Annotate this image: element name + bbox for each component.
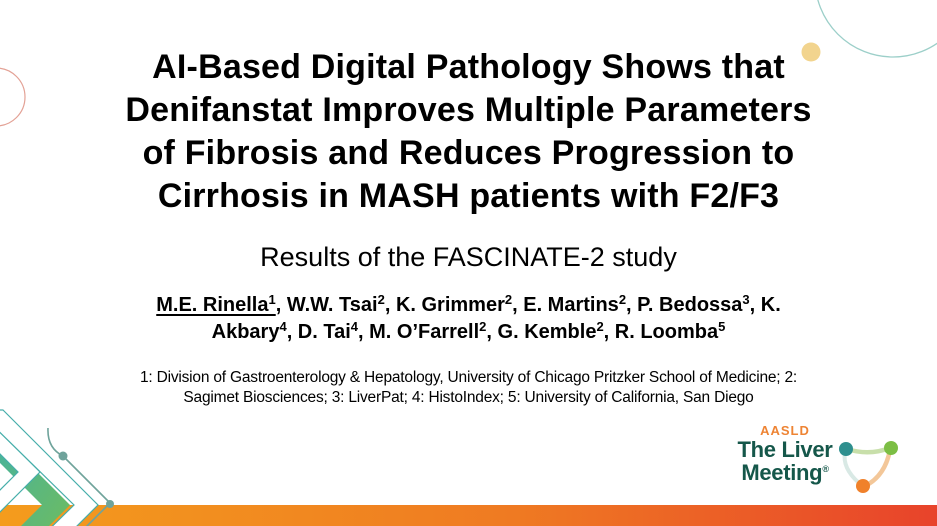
aasld-wordmark: AASLD bbox=[760, 423, 810, 438]
title-line-2: Denifanstat Improves Multiple Parameters bbox=[125, 91, 812, 129]
logo-dot-green bbox=[884, 441, 898, 455]
circuit-node-dot bbox=[58, 451, 68, 461]
title-line-3: of Fibrosis and Reduces Progression to bbox=[142, 134, 795, 172]
aasld-logo: AASLD The Liver Meeting® bbox=[720, 424, 850, 489]
presenting-author: M.E. Rinella1 bbox=[156, 292, 276, 316]
author-list: M.E. Rinella1, W.W. Tsai2, K. Grimmer2, … bbox=[0, 292, 937, 346]
title-line-4: Cirrhosis in MASH patients with F2/F3 bbox=[157, 177, 780, 215]
authors-line-2: Akbary4, D. Tai4, M. O’Farrell2, G. Kemb… bbox=[211, 319, 726, 343]
liver-meeting-triangle-icon bbox=[839, 441, 898, 493]
affiliations-line-2: Sagimet Biosciences; 3: LiverPat; 4: His… bbox=[183, 389, 754, 406]
registered-trademark: ® bbox=[822, 464, 829, 474]
swoosh-left bbox=[842, 450, 861, 485]
liver-meeting-line2: Meeting® bbox=[741, 460, 829, 485]
logo-dot-teal bbox=[839, 442, 853, 456]
affiliations: 1: Division of Gastroenterology & Hepato… bbox=[0, 368, 937, 408]
swoosh-right bbox=[862, 447, 893, 489]
affiliations-line-1: 1: Division of Gastroenterology & Hepato… bbox=[139, 369, 798, 386]
liver-meeting-line1: The Liver bbox=[737, 437, 833, 462]
swoosh-top bbox=[844, 445, 893, 455]
authors-line-1: M.E. Rinella1, W.W. Tsai2, K. Grimmer2, … bbox=[156, 292, 781, 316]
bottom-accent-bar bbox=[0, 505, 937, 526]
slide-title: AI-Based Digital Pathology Shows that De… bbox=[0, 46, 937, 218]
logo-dot-orange bbox=[856, 479, 870, 493]
slide-subtitle: Results of the FASCINATE-2 study bbox=[260, 242, 677, 272]
title-line-1: AI-Based Digital Pathology Shows that bbox=[152, 48, 785, 86]
